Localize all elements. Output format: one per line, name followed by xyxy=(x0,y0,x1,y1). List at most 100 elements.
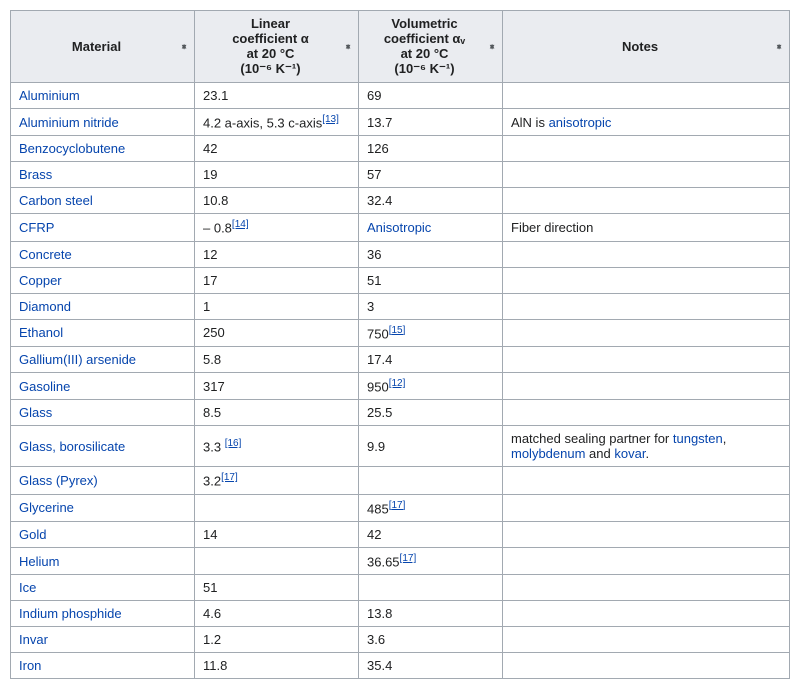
cell-volumetric: 950[12] xyxy=(359,372,503,399)
note-link[interactable]: anisotropic xyxy=(549,115,612,130)
cell-material: Gold xyxy=(11,521,195,547)
sort-icon[interactable]: ▲▼ xyxy=(180,46,188,47)
cell-volumetric: 25.5 xyxy=(359,400,503,426)
cell-material: Indium phosphide xyxy=(11,601,195,627)
note-link[interactable]: molybdenum xyxy=(511,446,585,461)
material-link[interactable]: Benzocyclobutene xyxy=(19,141,125,156)
material-link[interactable]: Ethanol xyxy=(19,325,63,340)
cell-notes xyxy=(503,136,790,162)
material-link[interactable]: Glass (Pyrex) xyxy=(19,473,98,488)
cell-linear: 5.8 xyxy=(195,346,359,372)
cell-volumetric: 485[17] xyxy=(359,494,503,521)
reference-link[interactable]: [13] xyxy=(322,114,339,125)
sort-icon[interactable]: ▲▼ xyxy=(344,46,352,47)
reference-link[interactable]: [17] xyxy=(221,472,238,483)
cell-linear: 317 xyxy=(195,372,359,399)
cell-linear: 3.2[17] xyxy=(195,467,359,494)
cell-notes xyxy=(503,467,790,494)
cell-material: Glass xyxy=(11,400,195,426)
cell-notes xyxy=(503,293,790,319)
cell-material: Benzocyclobutene xyxy=(11,136,195,162)
table-row: Aluminium23.169 xyxy=(11,83,790,109)
material-link[interactable]: Carbon steel xyxy=(19,193,93,208)
table-row: Ethanol250750[15] xyxy=(11,319,790,346)
header-material[interactable]: Material ▲▼ xyxy=(11,11,195,83)
cell-notes xyxy=(503,162,790,188)
cell-linear: 51 xyxy=(195,575,359,601)
cell-linear: 19 xyxy=(195,162,359,188)
table-body: Aluminium23.169 Aluminium nitride 4.2 a-ax… xyxy=(11,83,790,679)
header-notes[interactable]: Notes ▲▼ xyxy=(503,11,790,83)
cell-linear: 10.8 xyxy=(195,188,359,214)
material-link[interactable]: Glycerine xyxy=(19,500,74,515)
table-row: Glass (Pyrex) 3.2[17] xyxy=(11,467,790,494)
material-link[interactable]: Copper xyxy=(19,273,62,288)
material-link[interactable]: Brass xyxy=(19,167,52,182)
header-notes-label: Notes xyxy=(622,39,658,54)
cell-volumetric: 51 xyxy=(359,267,503,293)
material-link[interactable]: Glass, borosilicate xyxy=(19,439,125,454)
material-link[interactable]: Indium phosphide xyxy=(19,606,122,621)
cell-volumetric: 42 xyxy=(359,521,503,547)
cell-notes xyxy=(503,575,790,601)
reference-link[interactable]: [15] xyxy=(389,325,406,336)
cell-notes xyxy=(503,372,790,399)
cell-linear: 4.2 a-axis, 5.3 c-axis[13] xyxy=(195,109,359,136)
cell-material: Aluminium xyxy=(11,83,195,109)
cell-notes xyxy=(503,267,790,293)
cell-linear: 3.3 [16] xyxy=(195,426,359,467)
reference-link[interactable]: [17] xyxy=(389,500,406,511)
sort-icon[interactable]: ▲▼ xyxy=(488,46,496,47)
material-link[interactable]: Diamond xyxy=(19,299,71,314)
volumetric-link[interactable]: Anisotropic xyxy=(367,220,431,235)
material-link[interactable]: Glass xyxy=(19,405,52,420)
cell-volumetric: 13.7 xyxy=(359,109,503,136)
material-link[interactable]: Invar xyxy=(19,632,48,647)
table-row: Invar1.23.6 xyxy=(11,627,790,653)
material-link[interactable]: CFRP xyxy=(19,220,54,235)
material-link[interactable]: Concrete xyxy=(19,247,72,262)
material-link[interactable]: Helium xyxy=(19,554,59,569)
reference-link[interactable]: [14] xyxy=(232,219,249,230)
material-link[interactable]: Aluminium xyxy=(19,88,80,103)
cell-volumetric: 36.65[17] xyxy=(359,547,503,574)
cell-volumetric: Anisotropic xyxy=(359,214,503,241)
cell-material: CFRP xyxy=(11,214,195,241)
reference-link[interactable]: [16] xyxy=(225,438,242,449)
thermal-expansion-table: Material ▲▼ Linear coefficient α at 20 °… xyxy=(10,10,790,679)
table-row: Indium phosphide4.613.8 xyxy=(11,601,790,627)
cell-volumetric xyxy=(359,467,503,494)
cell-material: Glass (Pyrex) xyxy=(11,467,195,494)
table-row: Concrete1236 xyxy=(11,241,790,267)
header-linear[interactable]: Linear coefficient α at 20 °C (10⁻⁶ K⁻¹)… xyxy=(195,11,359,83)
reference-link[interactable]: [12] xyxy=(389,378,406,389)
cell-volumetric: 3.6 xyxy=(359,627,503,653)
cell-notes xyxy=(503,400,790,426)
table-row: Carbon steel10.832.4 xyxy=(11,188,790,214)
cell-material: Gasoline xyxy=(11,372,195,399)
cell-material: Glycerine xyxy=(11,494,195,521)
cell-volumetric: 126 xyxy=(359,136,503,162)
reference-link[interactable]: [17] xyxy=(400,553,417,564)
material-link[interactable]: Gallium(III) arsenide xyxy=(19,352,136,367)
material-link[interactable]: Gasoline xyxy=(19,379,70,394)
cell-notes xyxy=(503,601,790,627)
cell-linear xyxy=(195,547,359,574)
sort-icon[interactable]: ▲▼ xyxy=(775,46,783,47)
table-row: Glycerine 485[17] xyxy=(11,494,790,521)
material-link[interactable]: Gold xyxy=(19,527,46,542)
material-link[interactable]: Aluminium nitride xyxy=(19,115,119,130)
material-link[interactable]: Ice xyxy=(19,580,36,595)
cell-material: Helium xyxy=(11,547,195,574)
note-link[interactable]: kovar xyxy=(614,446,645,461)
cell-material: Iron xyxy=(11,653,195,679)
cell-notes xyxy=(503,547,790,574)
table-row: Glass8.525.5 xyxy=(11,400,790,426)
header-volumetric[interactable]: Volumetric coefficient αᵥ at 20 °C (10⁻⁶… xyxy=(359,11,503,83)
note-link[interactable]: tungsten xyxy=(673,431,723,446)
material-link[interactable]: Iron xyxy=(19,658,41,673)
cell-notes xyxy=(503,346,790,372)
cell-notes xyxy=(503,188,790,214)
cell-material: Concrete xyxy=(11,241,195,267)
header-material-label: Material xyxy=(72,39,121,54)
